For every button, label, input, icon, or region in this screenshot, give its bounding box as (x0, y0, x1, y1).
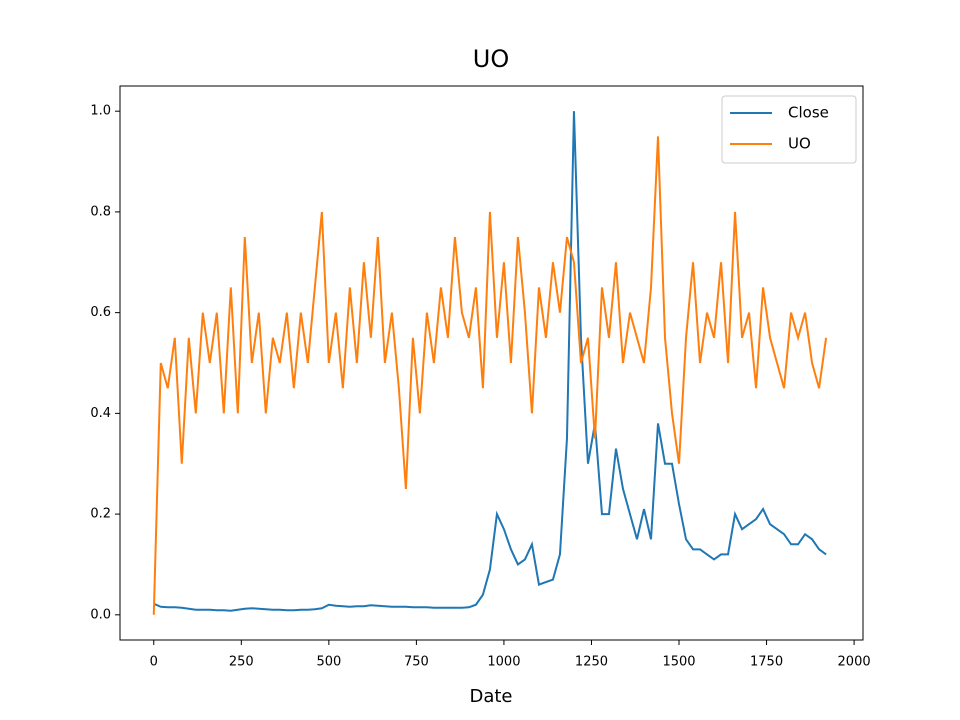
x-tick-label: 1500 (662, 655, 695, 670)
line-series (153, 111, 827, 612)
x-tick-label: 750 (404, 655, 429, 670)
x-tick-label: 250 (229, 655, 254, 670)
x-tick-label: 1750 (750, 655, 783, 670)
x-tick-label: 2000 (838, 655, 871, 670)
y-tick-label: 0.4 (90, 406, 111, 421)
plot-frame (119, 85, 864, 641)
legend-label: Close (788, 104, 829, 122)
y-tick-label: 0.0 (90, 607, 111, 622)
y-tick-label: 0.8 (90, 204, 111, 219)
x-tick-label: 500 (316, 655, 341, 670)
y-tick-label: 1.0 (90, 104, 111, 119)
line-series (152, 136, 828, 615)
legend-label: UO (788, 135, 811, 153)
x-tick-label: 1250 (575, 655, 608, 670)
x-axis-label: Date (469, 686, 512, 707)
y-tick-label: 0.2 (90, 507, 111, 522)
x-tick-label: 1000 (487, 655, 520, 670)
y-tick-label: 0.6 (90, 305, 111, 320)
x-tick-label: 0 (150, 655, 158, 670)
chart-title: UO (473, 45, 509, 73)
